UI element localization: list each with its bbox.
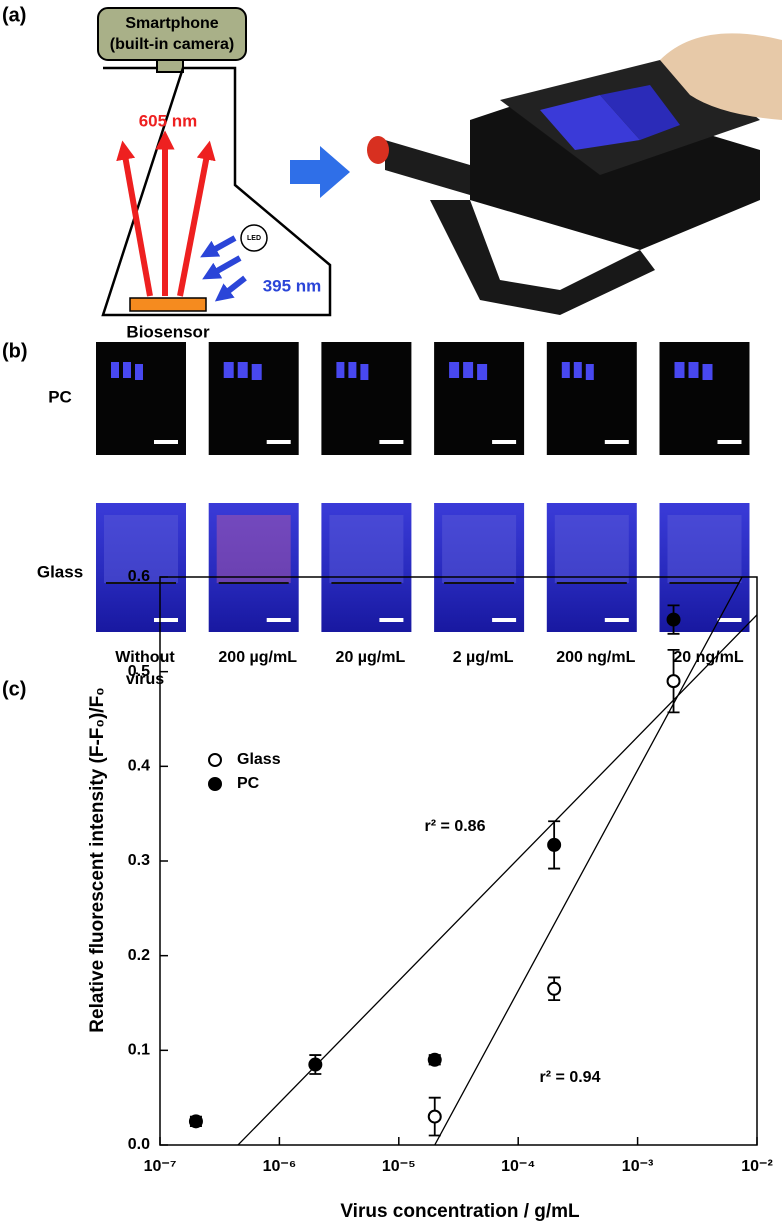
- y-tick-label: 0.0: [128, 1136, 150, 1153]
- camera: [156, 59, 184, 73]
- x-tick-label: 10⁻³: [622, 1158, 654, 1175]
- pc-photo: [321, 342, 412, 455]
- point: [666, 674, 681, 689]
- scale-bar: [492, 440, 517, 444]
- x-tick-label: 10⁻²: [741, 1158, 773, 1175]
- glass-slide: [104, 515, 178, 583]
- pc-photo: [208, 342, 299, 455]
- big-arrow: [290, 146, 350, 198]
- pc-sample: [111, 362, 119, 378]
- glass-slide: [442, 515, 517, 583]
- pc-photo: [434, 342, 525, 455]
- glass-slide: [667, 515, 742, 583]
- pc-sample: [463, 362, 474, 378]
- excitation-arrows: [200, 235, 247, 302]
- glass-slide: [216, 515, 291, 583]
- scale-bar: [266, 618, 291, 622]
- scale-bar: [154, 618, 178, 622]
- housing: [101, 66, 332, 317]
- fit-line: [237, 614, 757, 1145]
- pc-sample: [336, 362, 345, 378]
- scale-bar: [604, 618, 629, 622]
- column-label: 200 µg/mL: [218, 649, 297, 666]
- legend-marker: [208, 777, 222, 791]
- phone-text: Smartphone: [125, 15, 218, 32]
- pc-sample: [561, 362, 570, 378]
- scale-bar: [604, 440, 629, 444]
- annotation: r² = 0.94: [540, 1069, 601, 1086]
- x-tick-label: 10⁻⁵: [382, 1158, 416, 1175]
- point: [188, 1114, 203, 1129]
- pc-sample: [251, 364, 262, 380]
- panel-label: (c): [2, 678, 26, 700]
- column-label: 200 ng/mL: [556, 649, 635, 666]
- pc-sample: [348, 362, 357, 378]
- scale-bar: [379, 440, 404, 444]
- annotation: r² = 0.86: [425, 818, 486, 835]
- x-tick-label: 10⁻⁶: [263, 1158, 297, 1175]
- pc-sample: [135, 364, 143, 380]
- pc-photo: [659, 342, 750, 455]
- point: [308, 1057, 323, 1072]
- panel-label: (b): [2, 340, 28, 362]
- y-tick-label: 0.1: [128, 1042, 150, 1059]
- column-label: 20 µg/mL: [336, 649, 406, 666]
- y-tick-label: 0.3: [128, 852, 150, 869]
- pc-sample: [360, 364, 369, 380]
- excitation-label: 395 nm: [263, 276, 322, 295]
- x-tick-label: 10⁻⁴: [501, 1158, 535, 1175]
- led-bulb: [240, 224, 268, 252]
- panel-label: (a): [2, 4, 26, 26]
- scale-bar: [492, 618, 517, 622]
- column-label-line: virus: [126, 671, 164, 688]
- device-photo: [367, 33, 782, 315]
- pc-sample: [223, 362, 234, 378]
- camera-text: (built-in camera): [110, 36, 234, 53]
- y-axis-title: Relative fluorescent intensity (F-F₀)/F₀: [87, 687, 108, 1032]
- fit-line: [434, 577, 743, 1145]
- glass-slide: [329, 515, 404, 583]
- scale-bar: [717, 618, 742, 622]
- point: [427, 1109, 442, 1124]
- glass-slide: [554, 515, 629, 583]
- column-label: 2 µg/mL: [453, 649, 514, 666]
- scale-bar: [154, 440, 178, 444]
- sensor-label: Biosensor: [126, 322, 210, 341]
- pc-sample: [674, 362, 685, 378]
- y-tick-label: 0.4: [128, 758, 150, 775]
- x-tick-label: 10⁻⁷: [144, 1158, 177, 1175]
- legend-marker: [208, 753, 222, 767]
- pc-photo: [96, 342, 186, 455]
- emission-label: 605 nm: [139, 111, 198, 130]
- y-tick-label: 0.2: [128, 947, 150, 964]
- pc-sample: [237, 362, 248, 378]
- row-label: Glass: [37, 562, 83, 581]
- pc-sample: [688, 362, 699, 378]
- point: [547, 981, 562, 996]
- pc-sample: [449, 362, 460, 378]
- point: [666, 612, 681, 627]
- sensor: [129, 297, 207, 312]
- point: [547, 837, 562, 852]
- y-tick-label: 0.5: [128, 663, 150, 680]
- y-tick-label: 0.6: [128, 568, 150, 585]
- scale-bar: [379, 618, 404, 622]
- pc-photo: [546, 342, 637, 455]
- pc-sample: [123, 362, 131, 378]
- scale-bar: [717, 440, 742, 444]
- legend-label: PC: [237, 775, 260, 792]
- row-label: PC: [48, 387, 72, 406]
- emission-arrows: [116, 130, 216, 297]
- x-axis-title: Virus concentration / g/mL: [340, 1201, 580, 1222]
- pc-sample: [585, 364, 594, 380]
- pc-sample: [573, 362, 582, 378]
- led-text: LED: [247, 235, 261, 242]
- column-label: 20 ng/mL: [673, 649, 743, 666]
- pc-sample: [702, 364, 713, 380]
- pc-sample: [477, 364, 488, 380]
- point: [427, 1052, 442, 1067]
- scale-bar: [266, 440, 291, 444]
- legend-label: Glass: [237, 751, 281, 768]
